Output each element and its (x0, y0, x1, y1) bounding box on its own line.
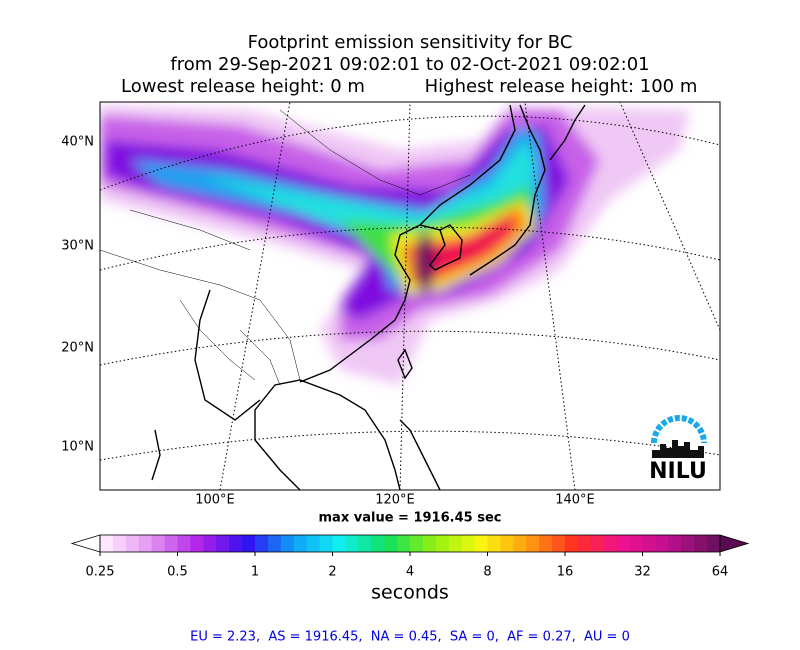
colorbar-tick-label: 1 (251, 565, 259, 580)
colorbar-segment (203, 535, 217, 552)
colorbar-tick-label: 8 (483, 565, 491, 580)
lon-label: 120°E (375, 493, 415, 508)
colorbar-segment (448, 535, 463, 552)
map (100, 102, 720, 490)
lat-label: 40°N (61, 135, 94, 150)
colorbar-segment (410, 535, 424, 552)
colorbar-tick-label: 2 (328, 565, 336, 580)
lat-label: 10°N (61, 440, 94, 455)
colorbar-segment (552, 535, 566, 552)
colorbar-segment (138, 535, 153, 552)
colorbar-label: seconds (371, 582, 449, 604)
max-value: max value = 1916.45 sec (319, 511, 502, 526)
logo-text: NILU (649, 459, 707, 484)
colorbar-segment (229, 535, 243, 552)
colorbar-segment (112, 535, 127, 552)
colorbar-segment (332, 535, 346, 552)
borders (100, 109, 471, 386)
colorbar-segment (539, 535, 553, 552)
colorbar-tick-label: 0.5 (167, 565, 188, 580)
colorbar-segment (255, 535, 269, 552)
colorbar-segment (616, 535, 631, 552)
colorbar-segment (319, 535, 333, 552)
colorbar-segment (306, 535, 321, 552)
colorbar-segment (397, 535, 411, 552)
colorbar-segment (280, 535, 295, 552)
colorbar-segment (164, 535, 178, 552)
colorbar-segment (629, 535, 643, 552)
graticule (100, 102, 720, 490)
colorbar-segment (461, 535, 476, 552)
colorbar-segment (293, 535, 308, 552)
footer: EU = 2.23, AS = 1916.45, NA = 0.45, SA =… (190, 630, 630, 645)
colorbar-segment (177, 535, 191, 552)
colorbar-segment (422, 535, 437, 552)
colorbar-segment (216, 535, 230, 552)
colorbar-segment (565, 535, 579, 552)
colorbar-segment (577, 535, 592, 552)
colorbar-segment (526, 535, 540, 552)
lat-label: 20°N (61, 341, 94, 356)
colorbar-segment (487, 535, 501, 552)
colorbar-segment (668, 535, 682, 552)
colorbar-segment (100, 535, 114, 552)
colorbar-segment (435, 535, 450, 552)
release-high: Highest release height: 100 m (425, 76, 698, 97)
colorbar-tick-label: 16 (557, 565, 574, 580)
colorbar-extend-low (70, 534, 101, 553)
colorbar-segment (345, 535, 359, 552)
colorbar-segment (267, 535, 282, 552)
colorbar-tick-label: 0.25 (86, 565, 115, 580)
logo (651, 415, 707, 458)
lat-label: 30°N (61, 239, 94, 254)
colorbar-segment (358, 535, 372, 552)
colorbar-extend-high (719, 534, 750, 553)
colorbar: 0.25 0.5 1 2 4 8 16 32 64 (70, 534, 750, 580)
colorbar-segment (642, 535, 656, 552)
colorbar-tick-label: 64 (712, 565, 729, 580)
colorbar-segment (694, 535, 708, 552)
lon-label: 100°E (195, 493, 235, 508)
colorbar-segment (500, 535, 514, 552)
colorbar-tick-label: 4 (406, 565, 414, 580)
map-frame (99, 101, 721, 491)
colorbar-segment (681, 535, 695, 552)
colorbar-segment (707, 535, 721, 552)
subtitle: from 29-Sep-2021 09:02:01 to 02-Oct-2021… (170, 54, 649, 75)
colorbar-segment (371, 535, 385, 552)
colorbar-segment (384, 535, 398, 552)
colorbar-segment (125, 535, 140, 552)
colorbar-segment (242, 535, 256, 552)
plume (100, 105, 690, 385)
colorbar-segment (655, 535, 669, 552)
colorbar-segment (151, 535, 166, 552)
colorbar-segment (474, 535, 488, 552)
release-low: Lowest release height: 0 m (121, 76, 365, 97)
colorbar-segment (513, 535, 527, 552)
title: Footprint emission sensitivity for BC (248, 32, 573, 53)
colorbar-segment (603, 535, 618, 552)
colorbar-tick-label: 32 (634, 565, 651, 580)
colorbar-segment (190, 535, 204, 552)
lon-label: 140°E (555, 493, 595, 508)
colorbar-segment (590, 535, 605, 552)
